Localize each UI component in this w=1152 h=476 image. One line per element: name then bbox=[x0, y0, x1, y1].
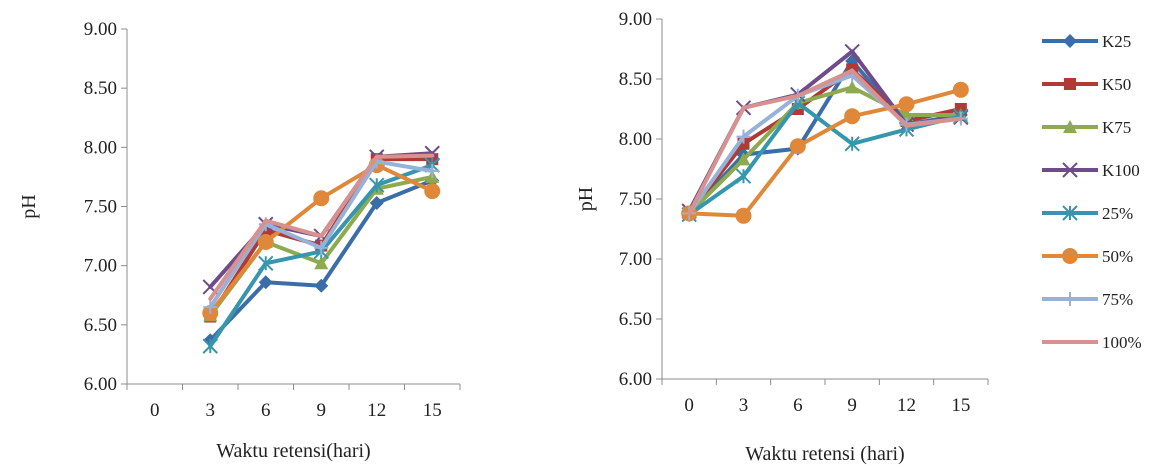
legend-item: K75 bbox=[1042, 118, 1131, 137]
series-line bbox=[687, 101, 963, 217]
x-tick-label: 12 bbox=[367, 400, 386, 421]
data-point bbox=[898, 96, 915, 113]
data-point bbox=[844, 108, 861, 125]
x-tick-label: 9 bbox=[317, 400, 327, 421]
legend-swatch-marker bbox=[1062, 248, 1078, 264]
data-point bbox=[424, 183, 441, 200]
data-point bbox=[314, 240, 329, 255]
x-axis-title: Waktu retensi (hari) bbox=[745, 443, 904, 465]
series-line bbox=[208, 153, 435, 301]
y-tick-label: 7.50 bbox=[619, 189, 652, 210]
legend-label: 75% bbox=[1102, 290, 1133, 309]
y-tick-label: 8.00 bbox=[84, 137, 117, 158]
legend-item: 75% bbox=[1042, 290, 1133, 309]
x-tick-label: 6 bbox=[261, 400, 271, 421]
data-point bbox=[369, 177, 385, 193]
legend-swatch-marker bbox=[1063, 292, 1077, 306]
data-point bbox=[314, 256, 329, 270]
x-tick-label: 9 bbox=[847, 395, 857, 416]
data-point bbox=[735, 168, 752, 184]
y-tick-label: 9.00 bbox=[619, 9, 652, 30]
series-K25 bbox=[682, 54, 968, 221]
y-tick-label: 9.00 bbox=[84, 19, 117, 40]
series-line bbox=[687, 85, 963, 216]
legend-item: 100% bbox=[1042, 333, 1142, 352]
data-point bbox=[844, 43, 860, 60]
legend-label: K75 bbox=[1102, 118, 1131, 137]
y-tick-label: 8.50 bbox=[84, 78, 117, 99]
legend-item: K50 bbox=[1042, 75, 1131, 94]
series-50% bbox=[681, 81, 969, 224]
y-tick-label: 7.00 bbox=[619, 249, 652, 270]
y-tick-label: 7.00 bbox=[84, 256, 117, 277]
y-axis-title: pH bbox=[575, 187, 597, 211]
data-point bbox=[845, 80, 860, 94]
series-100% bbox=[208, 153, 435, 301]
data-point bbox=[257, 234, 274, 250]
chart-2: 6.00 6.50 7.00 7.50 8.00 8.50 9.00 0 3 6 9 12 15 Wakt… bbox=[575, 9, 1142, 465]
x-tick-label: 15 bbox=[423, 400, 442, 421]
y-axis-title: pH bbox=[18, 194, 40, 218]
legend-label: K100 bbox=[1102, 161, 1140, 180]
legend-label: K25 bbox=[1102, 32, 1131, 51]
data-point bbox=[314, 278, 329, 293]
y-tick-label: 6.50 bbox=[619, 309, 652, 330]
data-point bbox=[425, 164, 440, 178]
legend-swatch-marker bbox=[1063, 120, 1077, 133]
x-tick-label: 0 bbox=[684, 395, 694, 416]
data-point bbox=[258, 255, 274, 272]
legend-item: K100 bbox=[1042, 161, 1140, 180]
chart-1: 6.00 6.50 7.00 7.50 8.00 8.50 9.00 0 3 6 9 12 15 Wakt… bbox=[18, 19, 461, 462]
y-tick-label: 6.00 bbox=[84, 374, 117, 395]
data-point bbox=[844, 136, 860, 152]
series-line bbox=[687, 68, 963, 216]
legend-label: 100% bbox=[1102, 333, 1142, 352]
data-point bbox=[313, 190, 330, 207]
legend-swatch-marker bbox=[1064, 78, 1076, 90]
legend: K25 K50 K75 K100 25% 50% 75% 100% bbox=[1042, 32, 1142, 352]
data-point bbox=[736, 152, 751, 166]
series-100% bbox=[687, 68, 963, 216]
legend-swatch-marker bbox=[1063, 34, 1077, 48]
legend-label: 25% bbox=[1102, 204, 1133, 223]
data-point bbox=[735, 207, 752, 224]
data-point bbox=[258, 275, 273, 290]
y-tick-label: 6.50 bbox=[84, 315, 117, 336]
data-point bbox=[424, 145, 440, 161]
x-tick-label: 6 bbox=[793, 395, 803, 416]
legend-item: 25% bbox=[1042, 204, 1133, 223]
data-point bbox=[789, 138, 806, 155]
y-tick-label: 7.50 bbox=[84, 197, 117, 218]
legend-swatch-marker bbox=[1062, 205, 1078, 221]
data-point bbox=[736, 129, 751, 144]
data-point bbox=[952, 81, 969, 98]
legend-item: K25 bbox=[1042, 32, 1131, 51]
legend-swatch-marker bbox=[1062, 162, 1078, 178]
legend-item: 50% bbox=[1042, 247, 1133, 266]
x-tick-label: 12 bbox=[897, 395, 916, 416]
data-point bbox=[202, 338, 218, 354]
y-tick-label: 8.50 bbox=[619, 69, 652, 90]
data-point bbox=[203, 300, 218, 315]
x-tick-label: 3 bbox=[739, 395, 749, 416]
y-tick-label: 6.00 bbox=[619, 369, 652, 390]
x-tick-label: 0 bbox=[150, 400, 160, 421]
x-tick-label: 15 bbox=[951, 395, 970, 416]
legend-label: K50 bbox=[1102, 75, 1131, 94]
legend-label: 50% bbox=[1102, 247, 1133, 266]
x-tick-label: 3 bbox=[206, 400, 216, 421]
data-point bbox=[369, 195, 384, 210]
series-line bbox=[687, 87, 963, 218]
x-axis-title: Waktu retensi(hari) bbox=[216, 440, 370, 462]
series-line bbox=[687, 67, 963, 216]
y-tick-label: 8.00 bbox=[619, 129, 652, 150]
